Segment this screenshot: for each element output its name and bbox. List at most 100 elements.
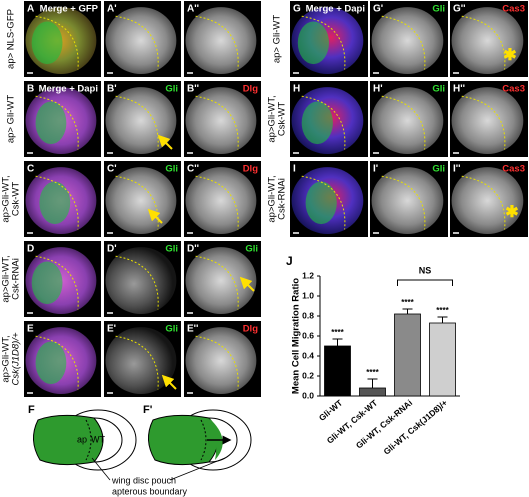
region-label: WT [91,434,105,444]
channel-label: Gli [165,244,178,255]
tissue [105,247,177,314]
row-label: ap>Gli-WT, [1,175,12,222]
panel-letter: I'' [453,164,461,175]
boundary-line [195,95,239,150]
boundary-line [35,175,79,230]
row-label: ap> Gli-WT [6,95,17,143]
panel-letter: H' [373,84,383,95]
boundary-line [381,175,426,230]
boundary-line [381,15,426,70]
micrograph [184,161,261,237]
disc [148,414,219,466]
boundary-line [195,255,239,310]
leader [91,457,111,481]
boundary-line [195,335,239,390]
channel-label: Gli [245,244,258,255]
boundary-line [115,175,159,230]
panel-letter: A [27,4,34,15]
panel-letter: C' [107,164,117,175]
tissue [185,87,257,154]
disc [33,414,104,466]
boundary-line [195,15,239,70]
y-axis-label: Mean Cell Migration Ratio [291,278,302,394]
significance: **** [401,298,414,307]
panel-letter: G' [373,4,383,15]
panel-letter: H'' [453,84,465,95]
boundary-line [35,95,79,150]
channel-label: Dlg [243,164,259,175]
panel-letter: D [27,244,34,255]
micrograph [24,81,101,157]
green-domain [35,341,67,385]
boundary-line [195,175,239,230]
green-domain [39,181,71,225]
micrograph [290,81,368,157]
tissue [105,327,177,394]
channel-label: Gli [165,324,178,335]
ns-label: NS [419,265,432,275]
bar [394,313,421,397]
green-domain [305,181,337,225]
panel-letter: E'' [187,324,198,335]
micrograph [24,1,101,77]
green-domain [301,101,333,145]
arrow [161,374,177,390]
row-label: Csk-RNAi [277,178,288,220]
tissue [451,87,524,154]
tissue [451,167,524,234]
y-tick-label: 0.8 [302,310,314,320]
y-tick-label: 0.0 [302,390,314,400]
leader [169,457,226,481]
row-label: Csk-WT [277,102,288,136]
boundary-line [301,95,346,150]
channel-label: Gli [432,164,445,175]
panel-letter: I [293,164,296,175]
panel-letter: B' [107,84,117,95]
bar [324,345,351,397]
panel-letter: D'' [187,244,199,255]
row-label: Csk-RNAi [11,258,22,300]
micrograph [184,321,261,397]
legend-text: apterous boundary [112,486,188,496]
boundary-line [115,15,159,70]
channel-label: Gli [432,84,445,95]
channel-label: Cas3 [502,164,525,175]
micrograph [104,1,181,77]
channel-label: Cas3 [502,84,525,95]
panel-letter: I' [373,164,378,175]
channel-label: Cas3 [502,4,525,15]
panel-letter: D' [107,244,117,255]
error-bar [437,316,448,323]
ns-bracket [397,279,453,286]
tissue [185,7,257,74]
micrograph [104,321,181,397]
boundary-line [461,95,506,150]
micrograph [450,81,528,157]
tissue [451,7,524,74]
y-tick-label: 0.2 [302,370,314,380]
boundary-line [301,15,346,70]
micrograph [184,81,261,157]
row-label: Csk-WT [11,182,22,216]
green-spread [209,418,223,460]
boundary-line [35,335,79,390]
panel-letter: G [293,4,301,15]
boundary-line [115,335,159,390]
panel-letter: E' [107,324,116,335]
arrow [239,276,255,292]
boundary-line [461,175,506,230]
micrograph: ✱ [450,161,528,237]
panel-letter: E [27,324,34,335]
channel-label: Dlg [243,84,259,95]
significance: **** [366,368,379,377]
panel-letter: C [27,164,34,175]
panel-letter: F [28,404,35,416]
micrograph [104,241,181,317]
channel-label: Dlg [243,324,259,335]
panel-letter: A' [107,4,117,15]
channel-label: Gli [432,4,445,15]
error-bar [367,378,378,388]
channel-label: Gli [165,84,178,95]
green-domain [31,21,63,65]
